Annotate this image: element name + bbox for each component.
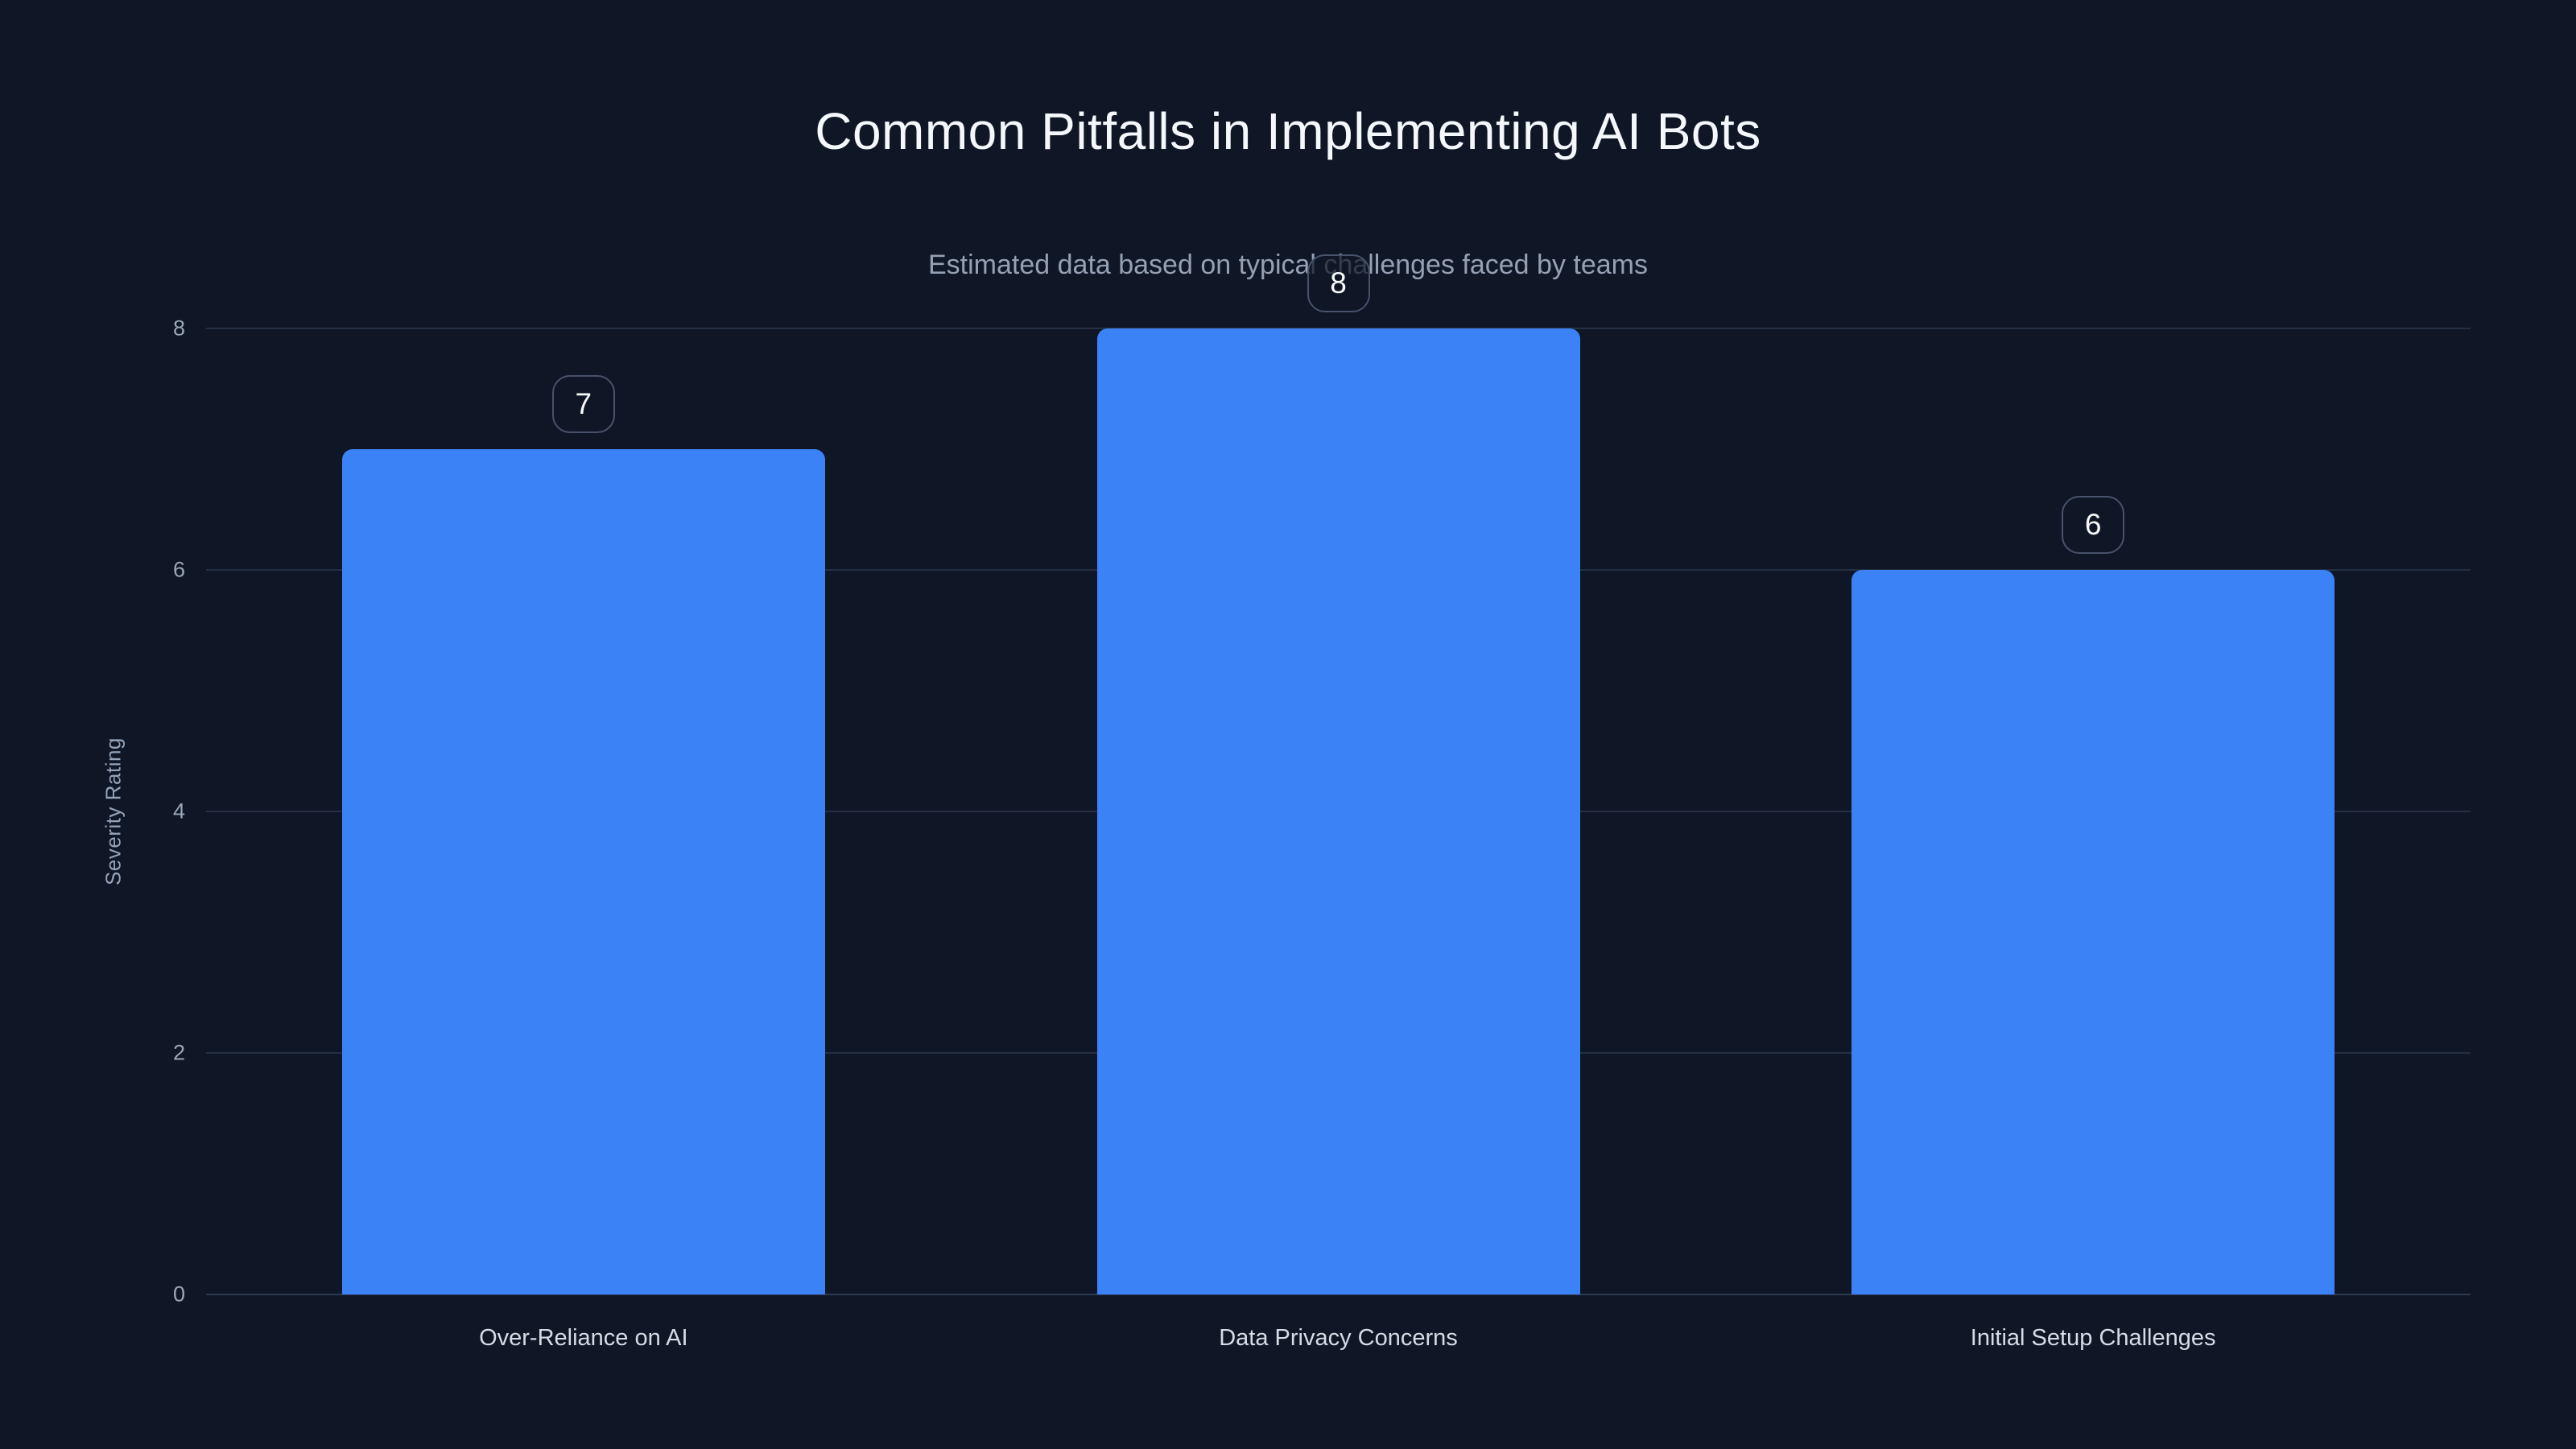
plot-area: 0 2 4 6 8 7 Over-Reliance on AI 8 Data Privacy C… <box>173 254 2471 1351</box>
value-badge-2: 8 <box>1307 254 1370 312</box>
y-tick-label-6: 6 <box>172 557 185 582</box>
bar-group-2: 8 Data Privacy Concerns <box>1096 254 1580 1351</box>
bar-2[interactable] <box>1096 328 1580 1294</box>
value-badge-3: 6 <box>2062 496 2125 554</box>
y-tick-label-4: 4 <box>172 799 185 824</box>
bar-group-1: 7 Over-Reliance on AI <box>341 328 825 1351</box>
y-tick-label-0: 0 <box>172 1282 185 1307</box>
gridline-0 <box>206 1294 2471 1295</box>
x-tick-label-3: Initial Setup Challenges <box>1970 1325 2216 1351</box>
value-badge-1: 7 <box>551 375 615 433</box>
x-tick-label-1: Over-Reliance on AI <box>479 1325 688 1351</box>
y-axis-title: Severity Rating <box>101 737 126 886</box>
chart-subtitle: Estimated data based on typical challeng… <box>928 250 1648 280</box>
y-tick-label-8: 8 <box>172 316 185 341</box>
chart-title: Common Pitfalls in Implementing AI Bots <box>815 102 1761 160</box>
y-tick-label-2: 2 <box>172 1040 185 1065</box>
bar-3[interactable] <box>1852 570 2335 1294</box>
bar-1[interactable] <box>341 449 825 1294</box>
x-tick-label-2: Data Privacy Concerns <box>1219 1325 1458 1351</box>
bar-group-3: 6 Initial Setup Challenges <box>1852 328 2335 1351</box>
